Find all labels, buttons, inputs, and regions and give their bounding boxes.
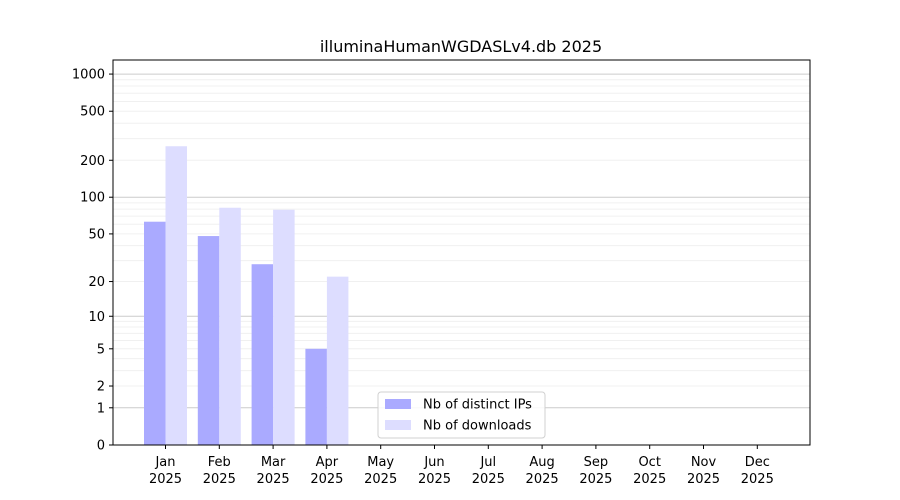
x-tick-label-year: 2025: [579, 472, 612, 487]
y-tick-label: 100: [80, 191, 105, 206]
x-tick-label-year: 2025: [526, 472, 559, 487]
x-tick-label-year: 2025: [418, 472, 451, 487]
bar-downloads: [165, 146, 187, 445]
legend-label: Nb of downloads: [423, 419, 532, 434]
x-tick-label-month: Jul: [479, 455, 496, 470]
x-tick-label-month: Oct: [638, 455, 660, 470]
bar-downloads: [273, 209, 295, 445]
x-tick-label-month: May: [367, 455, 394, 470]
bars: [144, 146, 349, 445]
legend-swatch: [385, 420, 411, 430]
legend: Nb of distinct IPs Nb of downloads: [377, 391, 546, 439]
y-tick-label: 10: [88, 310, 105, 325]
legend-swatch: [385, 399, 411, 409]
y-tick-label: 20: [88, 275, 105, 290]
y-tick-label: 500: [80, 105, 105, 120]
x-tick-label-year: 2025: [472, 472, 505, 487]
y-tick-label: 2: [97, 380, 105, 395]
x-tick-label-month: Dec: [745, 455, 770, 470]
legend-label: Nb of distinct IPs: [423, 398, 532, 413]
x-tick-label-year: 2025: [149, 472, 182, 487]
x-tick-label-month: Feb: [208, 455, 231, 470]
chart-title: illuminaHumanWGDASLv4.db 2025: [320, 37, 602, 56]
y-axis: 0 1 2 5 10 20 50 100 200 500 1000: [72, 68, 113, 454]
x-tick-label-year: 2025: [257, 472, 290, 487]
x-tick-label-year: 2025: [687, 472, 720, 487]
bar-distinct-ips: [197, 236, 220, 445]
x-tick-label-month: Apr: [316, 455, 339, 470]
x-tick-label-month: Mar: [261, 455, 286, 470]
x-tick-label-month: Sep: [584, 455, 609, 470]
y-tick-label: 50: [88, 227, 105, 242]
x-tick-label-month: Aug: [529, 455, 554, 470]
plot-frame: [112, 59, 811, 446]
x-tick-label-year: 2025: [364, 472, 397, 487]
x-axis: Jan 2025 Feb 2025 Mar 2025 Apr 2025 May 2025 Jun 20…: [149, 445, 774, 487]
bar-distinct-ips: [251, 264, 274, 445]
y-tick-label: 200: [80, 154, 105, 169]
x-tick-label-year: 2025: [310, 472, 343, 487]
bar-downloads: [219, 207, 241, 445]
x-tick-label-month: Jun: [423, 455, 444, 470]
legend-frame: [377, 391, 546, 439]
x-tick-label-month: Nov: [691, 455, 717, 470]
y-tick-label: 1: [97, 401, 105, 416]
y-tick-label: 5: [97, 342, 105, 357]
bar-distinct-ips: [144, 221, 166, 445]
x-tick-label-year: 2025: [203, 472, 236, 487]
x-tick-label-month: Jan: [154, 455, 175, 470]
x-tick-label-year: 2025: [633, 472, 666, 487]
bar-distinct-ips: [305, 348, 327, 445]
bar-downloads: [326, 276, 349, 445]
x-tick-label-year: 2025: [741, 472, 774, 487]
y-tick-label: 1000: [72, 68, 105, 83]
y-tick-label: 0: [97, 439, 105, 454]
